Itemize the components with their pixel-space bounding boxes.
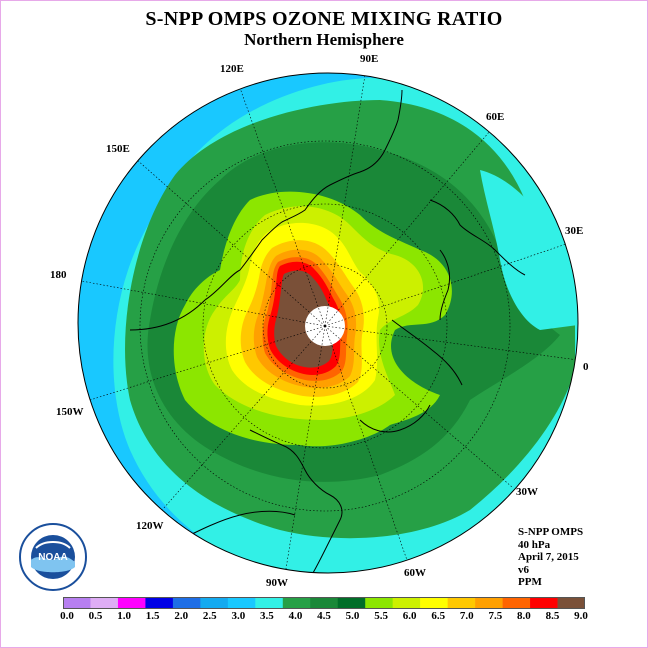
colorbar-swatch [337, 597, 366, 609]
colorbar-swatch [282, 597, 311, 609]
colorbar-tick-label: 0.0 [60, 610, 74, 622]
lon-label-150e: 150E [106, 143, 130, 155]
lon-label-30w: 30W [516, 486, 538, 498]
colorbar-tick-label: 2.0 [174, 610, 189, 622]
lon-label-90e: 90E [360, 53, 378, 65]
colorbar-tick-label: 6.5 [431, 610, 446, 622]
colorbar-swatch [63, 597, 91, 609]
colorbar-tick-label: 3.0 [231, 610, 246, 622]
colorbar-swatch [365, 597, 393, 609]
colorbar-swatch [90, 597, 119, 609]
colorbar-swatch [255, 597, 284, 609]
lon-label-60w: 60W [404, 567, 426, 579]
info-block: S-NPP OMPS 40 hPa April 7, 2015 v6 PPM [518, 526, 583, 589]
colorbar [63, 597, 585, 609]
colorbar-swatch [420, 597, 448, 609]
colorbar-tick-label: 5.0 [345, 610, 360, 622]
longitude-labels: 90E 60E 30E 0 30W 60W 90W 120W 150W 180 … [50, 53, 589, 589]
colorbar-swatch [530, 597, 558, 609]
info-date: April 7, 2015 [518, 551, 579, 563]
noaa-logo-text: NOAA [38, 552, 67, 563]
colorbar-swatch [200, 597, 229, 609]
colorbar-swatch [557, 597, 585, 609]
colorbar-tick-label: 1.5 [145, 610, 160, 622]
colorbar-tick-label: 7.5 [488, 610, 503, 622]
graticule [78, 74, 578, 573]
colorbar-tick-label: 4.5 [317, 610, 331, 622]
colorbar-swatch [227, 597, 256, 609]
lon-label-120w: 120W [136, 520, 164, 532]
colorbar-tick-label: 5.5 [374, 610, 388, 622]
colorbar-swatch [145, 597, 174, 609]
colorbar-tick-label: 3.5 [260, 610, 274, 622]
colorbar-tick-label: 8.5 [545, 610, 560, 622]
colorbar-tick-label: 6.0 [402, 610, 417, 622]
info-units: PPM [518, 576, 542, 588]
colorbar-swatch [392, 597, 421, 609]
lon-label-60e: 60E [486, 111, 504, 123]
info-instrument: S-NPP OMPS [518, 526, 584, 538]
lon-label-120e: 120E [220, 63, 244, 75]
colorbar-tick-label: 2.5 [202, 610, 217, 622]
info-version: v6 [518, 563, 529, 576]
band-cyan-right-lobe [480, 170, 578, 330]
colorbar-swatch [172, 597, 201, 609]
lon-label-30e: 30E [565, 225, 583, 237]
colorbar-tick-label: 9.0 [574, 610, 588, 622]
colorbar-swatch [502, 597, 531, 609]
colorbar-tick-label: 8.0 [517, 610, 531, 622]
ozone-field [78, 73, 578, 573]
lon-label-150w: 150W [56, 406, 84, 418]
lon-label-180: 180 [50, 269, 67, 281]
colorbar-tick-label: 1.0 [117, 610, 131, 622]
coastlines [129, 89, 526, 573]
colorbar-swatch [447, 597, 476, 609]
map-subtitle: Northern Hemisphere [244, 30, 404, 49]
lon-label-90w: 90W [266, 577, 288, 589]
colorbar-swatch [310, 597, 339, 609]
colorbar-tick-label: 0.5 [88, 610, 103, 622]
colorbar-tick-label: 4.0 [288, 610, 303, 622]
colorbar-swatch [117, 597, 146, 609]
colorbar-tick-label: 7.0 [459, 610, 474, 622]
info-level: 40 hPa [518, 538, 551, 551]
hemisphere-boundary [77, 72, 579, 574]
map-title: S-NPP OMPS OZONE MIXING RATIO [145, 8, 503, 30]
noaa-logo: NOAA [19, 523, 87, 591]
lon-label-0: 0 [583, 361, 589, 373]
colorbar-swatch [475, 597, 503, 609]
